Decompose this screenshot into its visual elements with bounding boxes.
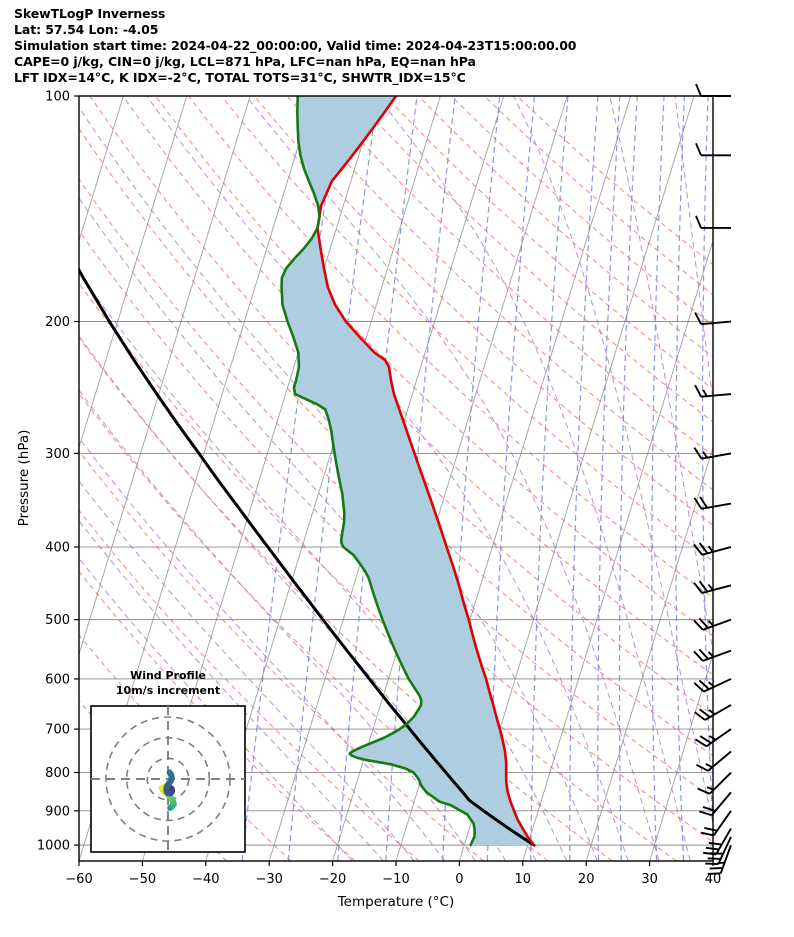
temperature-tick-label: −40 [192, 872, 219, 887]
temperature-tick-label: 40 [705, 872, 722, 887]
temperature-tick-label: 30 [641, 872, 658, 887]
temperature-tick-label: −50 [129, 872, 156, 887]
temperature-tick-label: 20 [578, 872, 595, 887]
wind-profile-title-line2: 10m/s increment [116, 684, 220, 697]
x-axis-title: Temperature (°C) [337, 894, 455, 910]
pressure-tick-label: 100 [45, 90, 70, 105]
wind-profile-title-line1: Wind Profile [130, 669, 206, 682]
pressure-tick-label: 200 [45, 315, 70, 330]
wind-barbs [693, 83, 732, 875]
hodograph-content [91, 706, 245, 852]
temperature-tick-label: −20 [319, 872, 346, 887]
temperature-tick-label: −30 [255, 872, 282, 887]
pressure-tick-label: 300 [45, 447, 70, 462]
pressure-tick-label: 900 [45, 804, 70, 819]
temperature-tick-label: 10 [515, 872, 532, 887]
saturation-shading [281, 96, 535, 846]
y-axis-title: Pressure (hPa) [16, 430, 32, 527]
pressure-tick-label: 1000 [37, 839, 70, 854]
pressure-tick-label: 800 [45, 766, 70, 781]
indices-line-2: LFT IDX=14°C, K IDX=-2°C, TOTAL TOTS=31°… [14, 70, 466, 85]
pressure-tick-label: 700 [45, 723, 70, 738]
pressure-axis-ticks: 100 200 300 400 500 600 700 800 900 1000 [37, 90, 79, 854]
chart-title: SkewTLogP Inverness [14, 6, 166, 21]
temperature-tick-label: −60 [65, 872, 92, 887]
pressure-tick-label: 400 [45, 541, 70, 556]
indices-line-1: CAPE=0 j/kg, CIN=0 j/kg, LCL=871 hPa, LF… [14, 54, 476, 69]
pressure-tick-label: 600 [45, 672, 70, 687]
temperature-tick-label: 0 [455, 872, 463, 887]
temperature-tick-label: −10 [382, 872, 409, 887]
pressure-tick-label: 500 [45, 613, 70, 628]
temperature-axis-ticks: −60 −50 −40 −30 −20 −10 0 10 20 30 40 [65, 861, 721, 887]
time-line: Simulation start time: 2024-04-22_00:00:… [14, 38, 577, 53]
location-line: Lat: 57.54 Lon: -4.05 [14, 22, 159, 37]
profile-curves [79, 96, 536, 847]
